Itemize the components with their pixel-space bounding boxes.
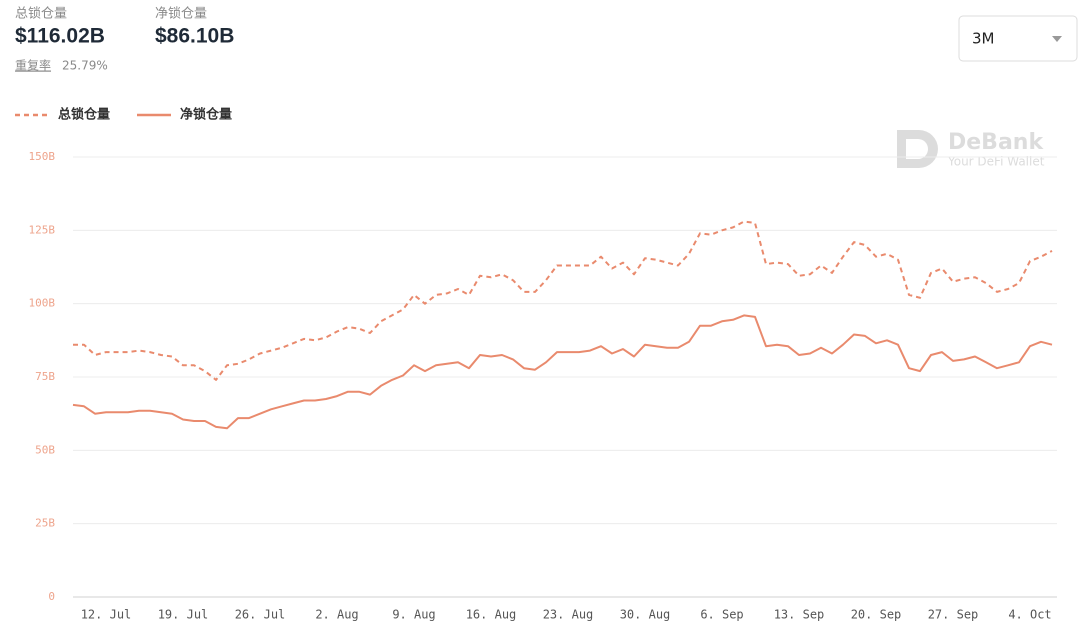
y-tick-label: 150B: [29, 150, 56, 163]
stat-label: 净锁仓量: [155, 6, 207, 22]
x-tick-label: 16. Aug: [466, 608, 517, 622]
series-line: [72, 314, 1053, 430]
x-tick-label: 26. Jul: [235, 608, 286, 622]
y-tick-label: 25B: [35, 517, 55, 530]
stat-value: $86.10B: [155, 25, 234, 48]
legend-label: 总锁仓量: [58, 107, 110, 123]
y-tick-label: 125B: [29, 223, 56, 236]
watermark-logo: [897, 130, 938, 168]
x-tick-label: 6. Sep: [700, 608, 743, 622]
y-tick-label: 100B: [29, 297, 56, 310]
stat-label: 总锁仓量: [15, 6, 67, 22]
x-tick-label: 4. Oct: [1008, 608, 1051, 622]
x-tick-label: 12. Jul: [81, 608, 132, 622]
x-tick-label: 2. Aug: [315, 608, 358, 622]
dropdown-box[interactable]: [958, 15, 1078, 62]
ratio-label: 重复率: [15, 58, 51, 73]
x-tick-label: 27. Sep: [928, 608, 979, 622]
dropdown-value[interactable]: 3M: [972, 30, 995, 48]
y-tick-label: 50B: [35, 443, 55, 456]
x-tick-label: 30. Aug: [620, 608, 671, 622]
watermark: DeBank Your DeFi Wallet: [897, 130, 1045, 169]
x-tick-label: 13. Sep: [774, 608, 825, 622]
stat-value: $116.02B: [15, 25, 105, 48]
x-tick-label: 19. Jul: [158, 608, 209, 622]
x-tick-label: 20. Sep: [851, 608, 902, 622]
legend-label: 净锁仓量: [180, 107, 232, 123]
range-dropdown[interactable]: 3M: [958, 15, 1078, 62]
watermark-subtitle: Your DeFi Wallet: [947, 155, 1045, 169]
dropdown-caret[interactable]: [1052, 36, 1062, 42]
y-tick-label: 0: [48, 590, 55, 603]
series-line: [73, 220, 1053, 381]
x-tick-label: 9. Aug: [392, 608, 435, 622]
x-tick-label: 23. Aug: [543, 608, 594, 622]
y-tick-label: 75B: [35, 370, 55, 383]
watermark-title: DeBank: [948, 130, 1044, 155]
ratio-value: 25.79%: [62, 59, 108, 73]
